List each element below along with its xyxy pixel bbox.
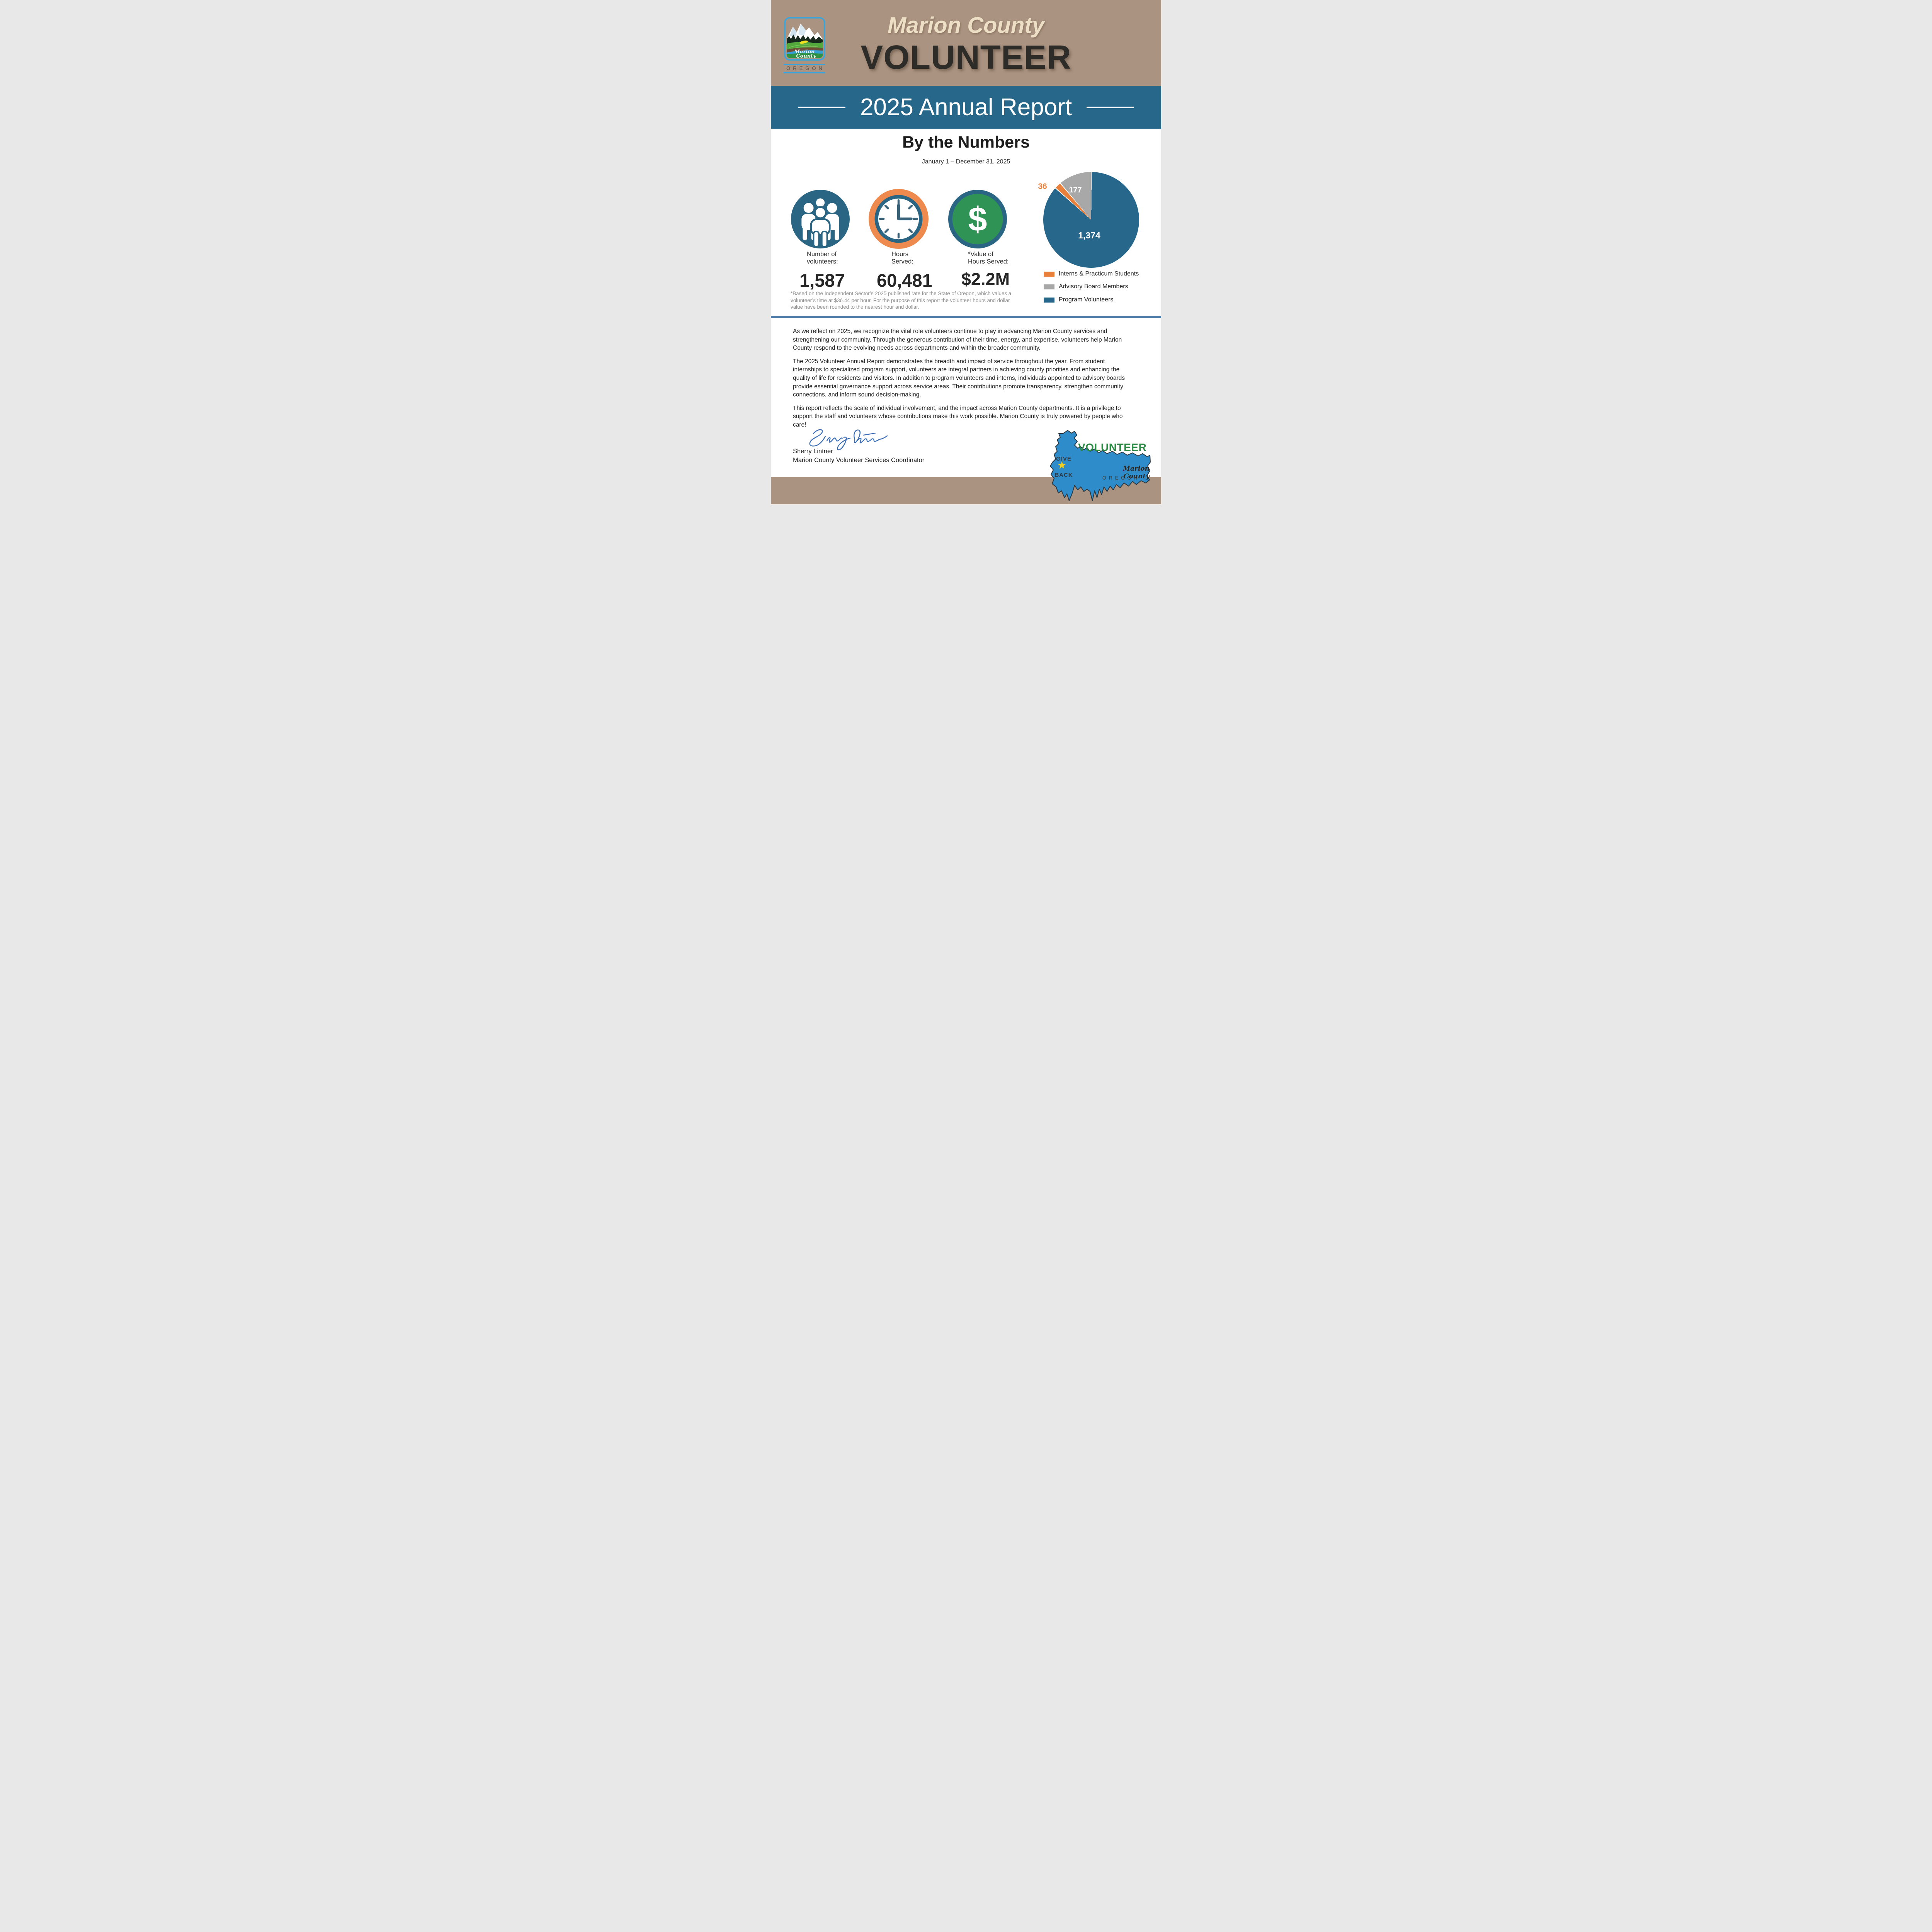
rate-footnote: *Based on the Independent Sector’s 2025 …: [791, 291, 1012, 310]
stat-value-dollars: $2.2M: [961, 269, 1010, 289]
signature-image: [809, 429, 888, 451]
stat-label-hours: Hours Served:: [891, 251, 913, 265]
legend-swatch-blue: [1044, 298, 1054, 303]
report-page: Marion County OREGON Marion County VOLUN…: [771, 0, 1161, 504]
signer-title: Marion County Volunteer Services Coordin…: [793, 457, 925, 464]
stat-label-line: Hours: [891, 251, 909, 258]
star-icon: ★: [1057, 459, 1067, 471]
stat-label-value: *Value of Hours Served:: [968, 251, 1009, 265]
logo-divider-bottom: [784, 72, 825, 73]
date-range: January 1 – December 31, 2025: [922, 158, 1010, 165]
letter-paragraph-3: This report reflects the scale of indivi…: [793, 405, 1123, 428]
legend-item-advisory: Advisory Board Members: [1044, 283, 1128, 290]
clock-icon: [869, 189, 929, 249]
legend-label: Advisory Board Members: [1059, 283, 1128, 290]
legend-item-program: Program Volunteers: [1044, 296, 1113, 303]
legend-swatch-orange: [1044, 272, 1054, 277]
coordinator-letter: As we reflect on 2025, we recognize the …: [793, 327, 1129, 434]
stat-label-volunteers: Number of volunteers:: [807, 251, 838, 265]
header-script-title: Marion County: [888, 13, 1044, 38]
header-main-title: VOLUNTEER: [861, 39, 1071, 76]
stat-value-volunteers: 1,587: [799, 270, 845, 291]
logo-artwork: Marion County: [787, 20, 823, 59]
footer-brand-script: Marion County: [1123, 465, 1150, 480]
pie-label-advisory: 177: [1069, 186, 1082, 194]
give-label: GIVE: [1056, 456, 1071, 462]
footer-brand-region: OREGON: [1102, 475, 1140, 481]
annual-report-banner: 2025 Annual Report: [771, 86, 1161, 129]
footer-volunteer-wordmark: VOLUNTEER: [1078, 441, 1147, 453]
legend-label: Interns & Practicum Students: [1059, 270, 1139, 277]
stat-label-line: *Value of: [968, 251, 993, 258]
legend-swatch-gray: [1044, 284, 1054, 289]
section-divider: [771, 316, 1161, 318]
logo-script-line1: Marion: [794, 49, 815, 55]
banner-title: 2025 Annual Report: [860, 94, 1072, 121]
stat-value-hours: 60,481: [877, 270, 932, 291]
section-heading: By the Numbers: [902, 133, 1030, 151]
dollar-icon: $: [948, 190, 1007, 248]
stat-label-line: Hours Served:: [968, 258, 1009, 265]
pie-label-program: 1,374: [1078, 230, 1100, 240]
county-map-icon: [1050, 430, 1151, 501]
logo-divider-top: [784, 64, 825, 65]
banner-dash-left: [798, 106, 845, 108]
marion-county-logo: Marion County: [784, 17, 825, 61]
stat-label-line: Served:: [891, 258, 913, 265]
header-band: [771, 0, 1161, 86]
letter-paragraph-1: As we reflect on 2025, we recognize the …: [793, 328, 1122, 352]
stat-label-line: volunteers:: [807, 258, 838, 265]
banner-dash-right: [1087, 106, 1134, 108]
back-label: BACK: [1054, 472, 1073, 478]
pie-chart: [1043, 172, 1139, 268]
logo-script-line2: County: [796, 53, 816, 59]
logo-region-label: OREGON: [786, 65, 825, 71]
svg-text:$: $: [968, 200, 987, 238]
signer-block: Sherry Lintner Marion County Volunteer S…: [793, 447, 924, 465]
stat-label-line: Number of: [807, 251, 837, 258]
letter-paragraph-2: The 2025 Volunteer Annual Report demonst…: [793, 358, 1125, 398]
pie-label-interns: 36: [1038, 182, 1047, 191]
people-icon: [791, 190, 850, 248]
legend-item-interns: Interns & Practicum Students: [1044, 270, 1139, 277]
legend-label: Program Volunteers: [1059, 296, 1114, 303]
signer-name: Sherry Lintner: [793, 448, 833, 455]
